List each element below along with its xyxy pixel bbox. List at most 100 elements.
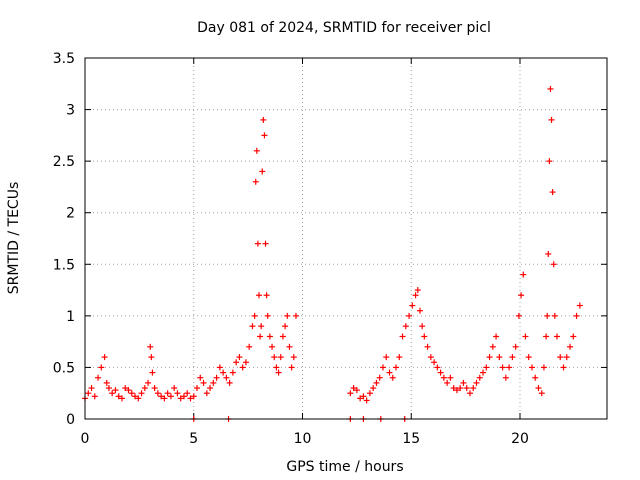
data-point — [543, 333, 550, 340]
data-point — [88, 385, 95, 392]
data-point — [180, 393, 187, 400]
data-point — [376, 374, 383, 381]
plot-frame — [84, 57, 608, 420]
data-point — [141, 385, 148, 392]
y-tick-label: 0.5 — [53, 360, 75, 376]
data-point — [546, 158, 553, 165]
data-point — [154, 390, 161, 397]
data-point — [437, 369, 444, 376]
data-point — [279, 333, 286, 340]
data-point — [357, 395, 364, 402]
data-point — [447, 374, 454, 381]
data-point — [499, 364, 506, 371]
data-point — [360, 393, 367, 400]
data-point — [389, 374, 396, 381]
data-point — [253, 147, 260, 154]
data-point — [167, 393, 174, 400]
data-point — [187, 395, 194, 402]
chart-title: Day 081 of 2024, SRMTID for receiver pic… — [197, 20, 491, 36]
data-point — [236, 354, 243, 361]
data-point — [544, 312, 551, 319]
data-point — [379, 364, 386, 371]
y-tick-label: 2 — [66, 206, 75, 222]
data-point — [450, 385, 457, 392]
data-point — [286, 343, 293, 350]
data-point — [177, 395, 184, 402]
data-point — [496, 354, 503, 361]
data-point — [486, 354, 493, 361]
y-tick-label: 1 — [66, 309, 75, 325]
data-point — [292, 312, 299, 319]
data-point — [506, 364, 513, 371]
data-point — [249, 323, 256, 330]
data-point — [275, 369, 282, 376]
data-point — [416, 307, 423, 314]
grid-layer — [85, 58, 607, 419]
data-point — [347, 390, 354, 397]
data-point — [563, 354, 570, 361]
data-point — [220, 369, 227, 376]
data-point — [200, 379, 207, 386]
data-point — [353, 387, 360, 394]
data-point — [264, 312, 271, 319]
data-point — [132, 393, 139, 400]
data-point — [151, 385, 158, 392]
data-point — [210, 379, 217, 386]
data-point — [576, 302, 583, 309]
data-point — [402, 323, 409, 330]
data-point — [518, 292, 525, 299]
data-point — [535, 385, 542, 392]
data-point — [254, 240, 261, 247]
data-point — [122, 385, 129, 392]
data-point — [493, 333, 500, 340]
data-point — [476, 374, 483, 381]
data-point — [419, 323, 426, 330]
data-point — [528, 364, 535, 371]
data-point — [512, 343, 519, 350]
data-point — [246, 343, 253, 350]
data-point — [115, 393, 122, 400]
data-point — [260, 116, 267, 123]
data-point — [560, 364, 567, 371]
data-point — [252, 178, 259, 185]
data-point — [259, 168, 266, 175]
data-point — [457, 385, 464, 392]
data-point — [463, 385, 470, 392]
x-tick-label: 0 — [81, 431, 90, 447]
data-point — [203, 390, 210, 397]
data-point — [135, 395, 142, 402]
data-point — [525, 354, 532, 361]
data-point — [263, 292, 270, 299]
data-point — [101, 354, 108, 361]
data-point — [363, 397, 370, 404]
data-point — [239, 364, 246, 371]
data-point — [271, 354, 278, 361]
data-point — [233, 359, 240, 366]
data-point — [256, 292, 262, 299]
data-point — [207, 385, 214, 392]
data-point — [145, 379, 152, 386]
data-point — [262, 240, 269, 247]
data-point — [171, 385, 178, 392]
data-point — [95, 374, 102, 381]
data-point — [557, 354, 564, 361]
data-point — [216, 364, 223, 371]
data-point — [277, 354, 284, 361]
data-point — [85, 390, 92, 397]
data-point — [502, 374, 509, 381]
data-point — [453, 387, 460, 394]
ticks-layer: 0 0.5 1 1.5 2 2.5 3 3.5 0 5 10 15 20 — [53, 51, 607, 447]
y-tick-label: 3 — [66, 103, 75, 119]
data-point — [109, 390, 116, 397]
data-point — [386, 369, 393, 376]
data-point — [251, 312, 258, 319]
data-point — [223, 374, 230, 381]
data-point — [103, 379, 110, 386]
data-point — [522, 333, 529, 340]
data-point — [406, 312, 413, 319]
data-point — [424, 343, 431, 350]
data-point — [273, 364, 280, 371]
data-point — [383, 354, 390, 361]
data-point — [229, 369, 236, 376]
data-point — [164, 390, 171, 397]
